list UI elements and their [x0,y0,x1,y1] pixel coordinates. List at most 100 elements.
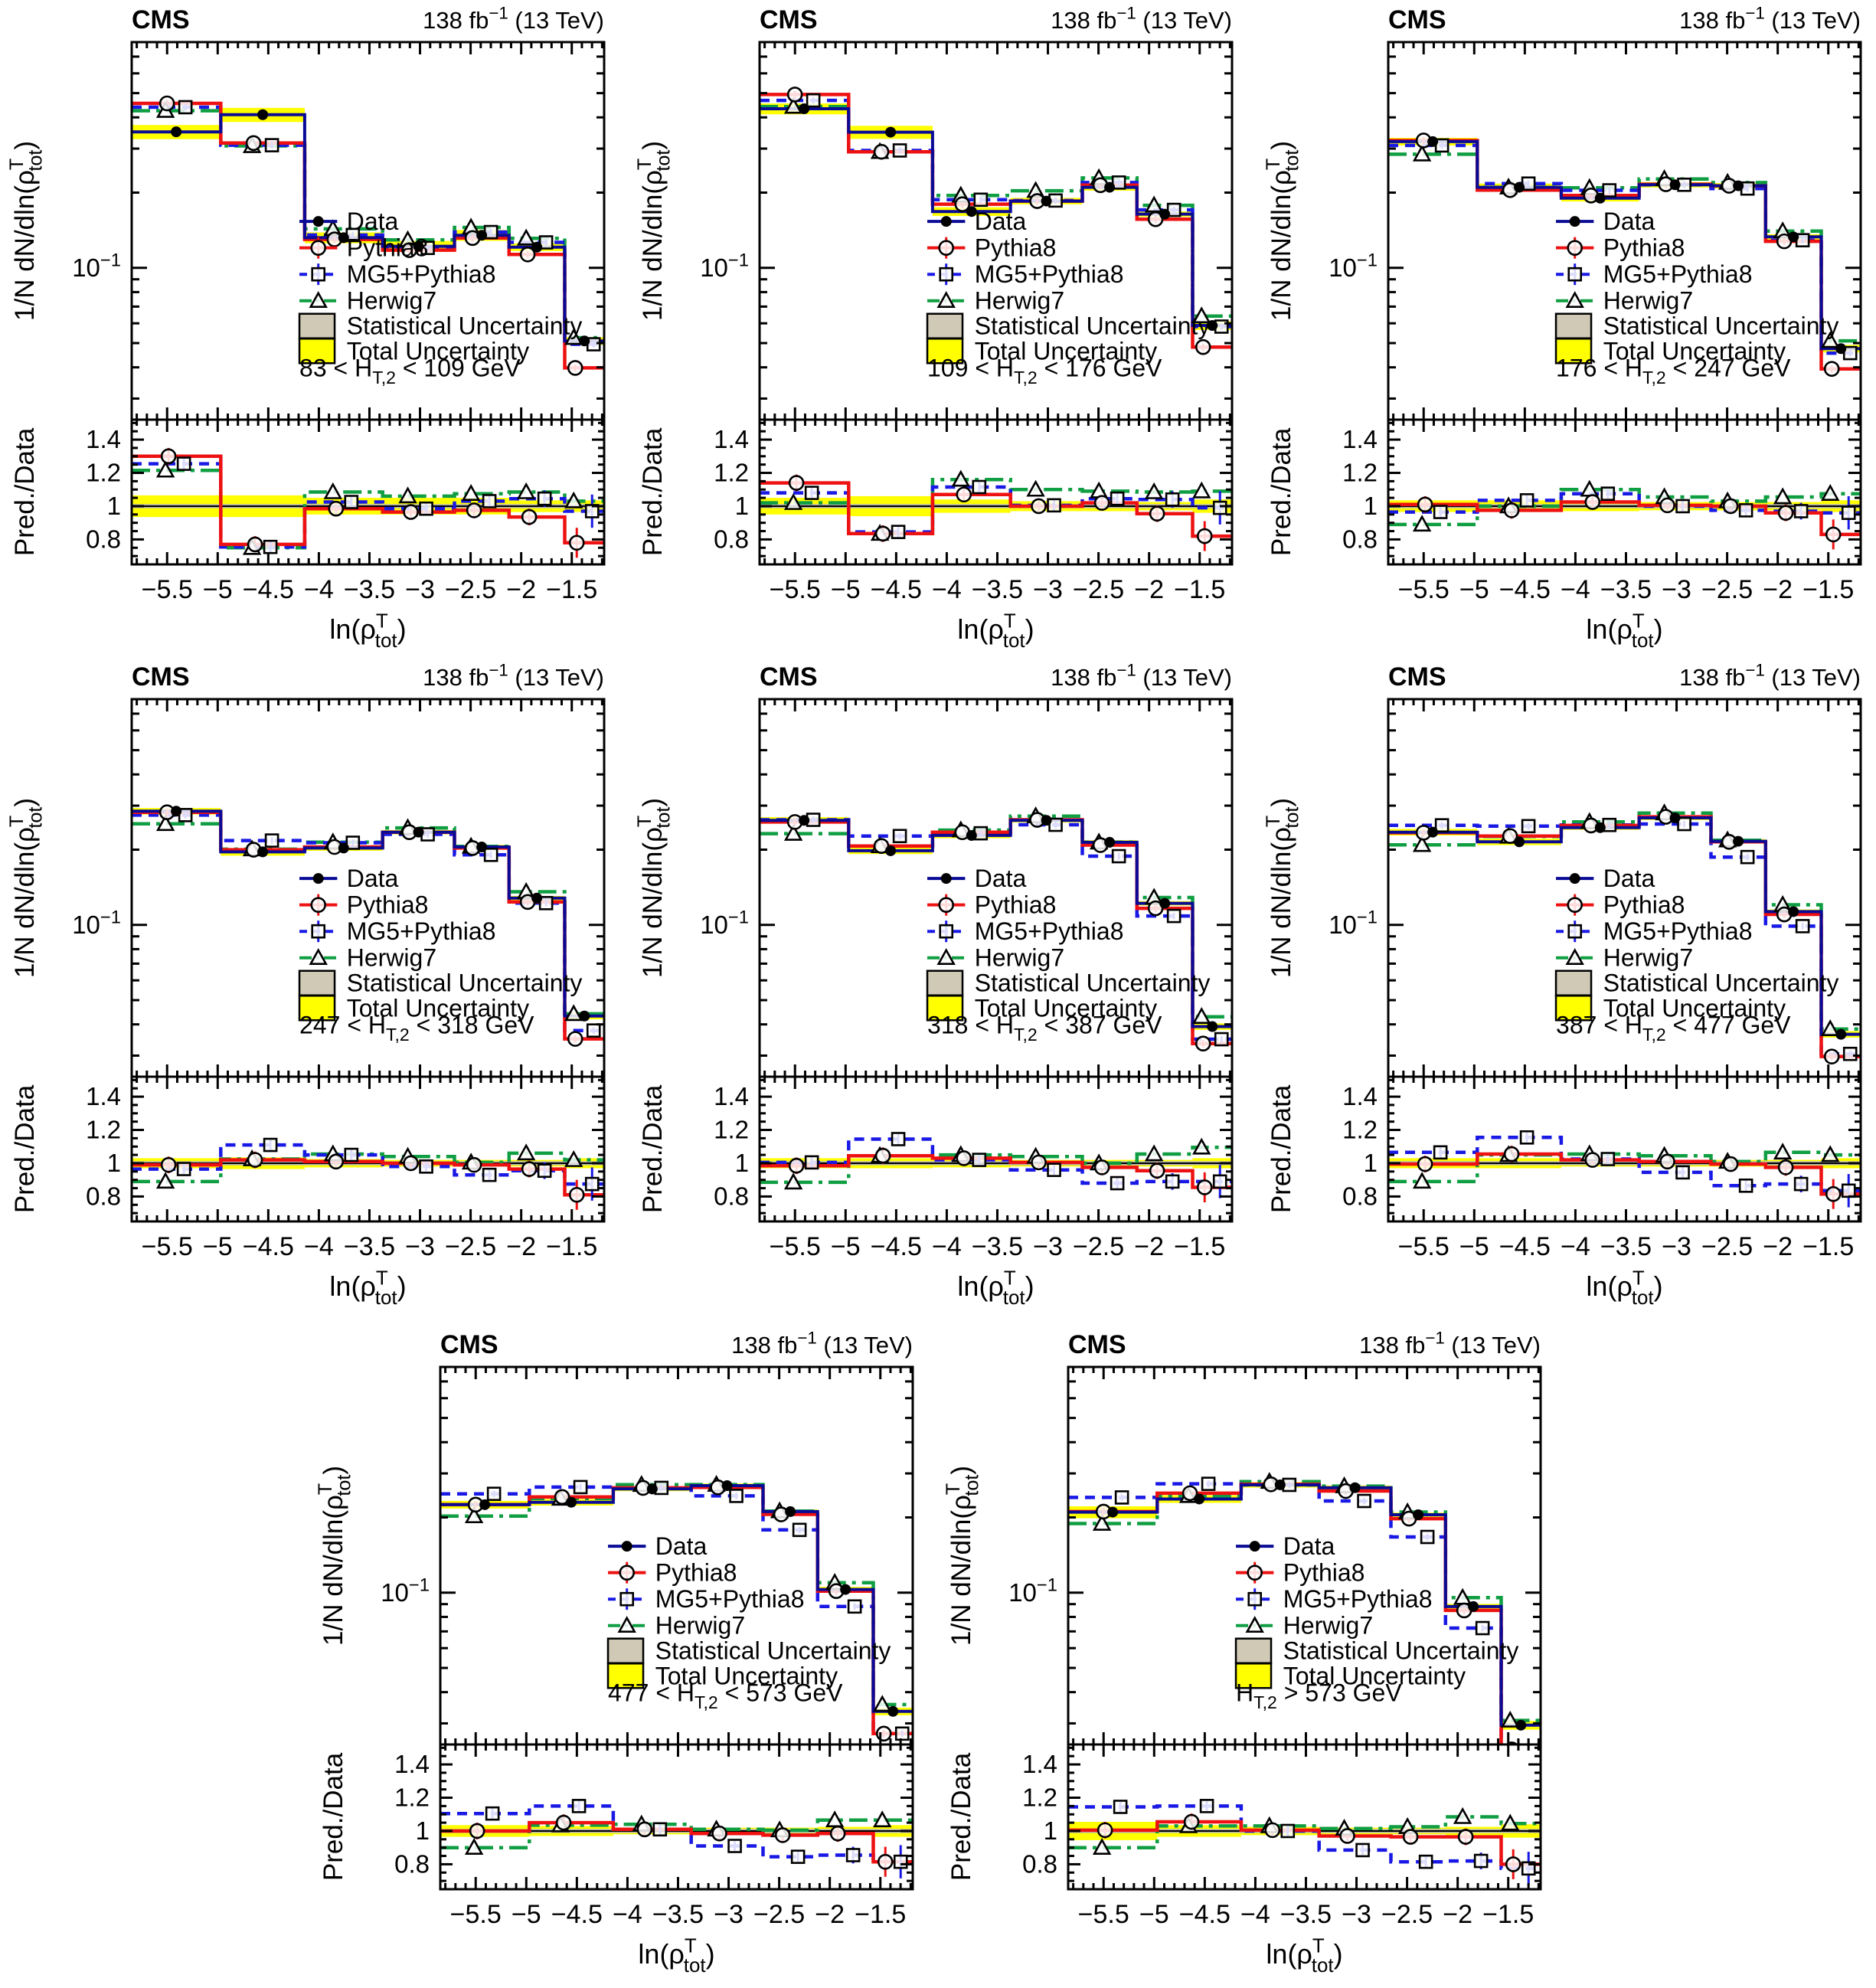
ratio-y-axis-title: Pred./Data [638,1084,668,1213]
x-tick-label: −2 [1763,575,1793,604]
y-axis-title: 1/N dN/dln(ρTtot) [943,1466,983,1646]
axes-ticks [760,42,1232,564]
ratio-y-axis-title: Pred./Data [1266,1084,1296,1213]
legend-label-mg5: MG5+Pythia8 [655,1585,805,1613]
x-tick-label: −3.5 [344,575,395,604]
x-axis-title: ln(ρT tot) [329,1268,406,1308]
x-tick-label: −2 [815,1900,845,1929]
x-tick-label: −2 [506,1232,536,1261]
ratio-plot [132,1137,604,1210]
legend-label-mg5: MG5+Pythia8 [1603,917,1753,945]
ratio-plot [1388,479,1861,550]
legend-label-stat: Herwig7 [347,944,436,972]
legend-label-total-unc: Total Uncertainty [655,1662,838,1689]
main-plot [440,1474,913,1742]
legend-label-stat-unc: Statistical Uncertainty [1603,969,1839,997]
x-tick-label: −4.5 [1179,1900,1231,1929]
cms-label: CMS [1068,1330,1126,1359]
chart-ht2-gt-573: CMS 138 fb−1 (13 TeV) DataPythia8MG5+Pythi… [943,1329,1542,1976]
x-tick-label: −3.5 [344,1232,395,1261]
ratio-frame [1067,1743,1542,1891]
legend-label-stat: Herwig7 [975,944,1064,972]
legend: DataPythia8MG5+Pythia8Herwig7Statistical… [1234,1532,1518,1712]
x-tick-label: −5 [1459,1232,1489,1261]
x-tick-label: −4 [1240,1900,1270,1929]
panel-ht2-318-387: CMS 138 fb−1 (13 TeV) Data Pythia8 MG5+Pythi… [614,657,1257,1308]
ratio-tick-label: 0.8 [86,525,121,553]
ratio-tick-label: 1.4 [714,425,749,453]
x-tick-label: −3 [405,575,435,604]
ratio-frame [1387,418,1862,566]
x-tick-label: −5.5 [770,575,821,604]
main-markers [783,806,1229,1052]
y-axis-title: 1/N dN/dln(ρTtot) [1263,141,1303,321]
chart-ht2-176-247: CMS 138 fb−1 (13 TeV) DataPythia8MG5+Pythi… [1263,4,1862,651]
main-markers [1412,132,1858,378]
x-tick-label: −4 [613,1900,642,1929]
x-axis-title: ln(ρT tot) [1586,1268,1662,1308]
main-markers [464,1474,910,1742]
ratio-frame [130,1075,606,1223]
x-tick-label: −4 [1561,575,1590,604]
y-tick-label: 10−1 [700,907,749,939]
ratio-tick-label: 1.4 [86,425,121,453]
x-tick-label: −5 [511,1900,541,1929]
ratio-tick-label: 1.2 [714,1116,749,1144]
y-axis-title: 1/N dN/dln(ρTtot) [6,141,47,321]
y-tick-label: 10−1 [1329,250,1378,282]
legend-label-data: Data [975,865,1027,892]
y-axis-title: 1/N dN/dln(ρTtot) [315,1466,355,1646]
ratio-tick-label: 1.2 [86,459,121,487]
x-tick-label: −2.5 [1701,575,1753,604]
x-axis-title: ln(ρT tot) [638,1936,714,1976]
x-axis-title: ln(ρT tot) [1266,1936,1342,1976]
series-mg5-pythia8 [1388,822,1861,1056]
legend: DataPythia8MG5+Pythia8Herwig7Statistical… [1554,865,1839,1045]
chart-ht2-477-573: CMS 138 fb−1 (13 TeV) DataPythia8MG5+Pythi… [315,1329,914,1976]
axes-ticks [1388,42,1861,564]
panel-ht2-109-176: CMS 138 fb−1 (13 TeV) Data Pythia8 MG5+Pythi… [614,0,1257,651]
x-tick-label: −2 [1134,575,1164,604]
ratio-plot [440,1799,913,1878]
ratio-y-axis-title: Pred./Data [10,427,40,556]
legend-label-mg5: MG5+Pythia8 [1283,1585,1433,1613]
ratio-tick-label: 1.2 [714,459,749,487]
x-tick-label: −1.5 [1174,1232,1225,1261]
legend-label-stat: Herwig7 [1603,944,1693,972]
legend-label-pythia8: Pythia8 [347,234,429,262]
main-markers [1092,1472,1527,1744]
ratio-tick-label: 1.2 [394,1784,430,1812]
x-tick-label: −3.5 [1600,1232,1652,1261]
x-tick-label: −4.5 [1499,1232,1551,1261]
ratio-tick-label: 1.2 [1022,1784,1057,1812]
ratio-tick-label: 0.8 [1342,1182,1378,1210]
x-tick-label: −3 [1342,1900,1371,1929]
main-plot [132,95,604,376]
legend-label-pythia8: Pythia8 [655,1559,737,1587]
ratio-plot [1388,1130,1861,1209]
lumi-label: 138 fb−1 (13 TeV) [1359,1329,1541,1359]
lumi-label: 138 fb−1 (13 TeV) [423,4,604,34]
cms-label: CMS [132,5,190,34]
lumi-label: 138 fb−1 (13 TeV) [1679,661,1861,691]
x-tick-label: −2.5 [445,1232,496,1261]
panel-ht2-477-573: CMS 138 fb−1 (13 TeV) Data Pythia8 MG5+Pythi… [295,1325,938,1976]
ratio-tick-label: 1.4 [394,1750,430,1778]
x-tick-label: −5 [831,1232,861,1261]
ratio-mg5 [440,1804,913,1864]
x-tick-label: −5.5 [1398,1232,1449,1261]
legend-label-total-unc: Total Uncertainty [1603,994,1786,1022]
ratio-tick-label: 1.2 [1342,459,1378,487]
cms-label: CMS [1388,662,1446,692]
main-markers [1412,803,1858,1064]
ratio-plot [760,1132,1232,1203]
series-mg5-pythia8 [1068,1482,1503,1744]
y-tick-label: 10−1 [1008,1575,1057,1607]
x-tick-label: −4 [304,575,334,604]
ht2-range-label: 387 < HT,2 < 477 GeV [1556,1011,1791,1045]
ratio-tick-label: 1 [1364,492,1378,520]
x-tick-label: −1.5 [1174,575,1225,604]
ratio-tick-label: 1.4 [714,1082,749,1110]
main-plot [760,806,1232,1052]
x-tick-label: −1.5 [855,1900,906,1929]
